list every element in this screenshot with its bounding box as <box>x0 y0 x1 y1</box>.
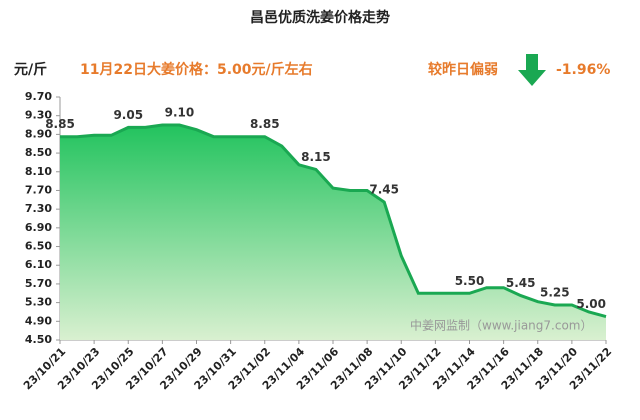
data-label: 9.10 <box>165 106 195 120</box>
y-tick-label: 4.50 <box>25 333 52 346</box>
watermark: 中姜网监制（www.jiang7.com） <box>410 318 592 333</box>
y-tick-label: 6.50 <box>25 240 52 253</box>
data-label: 7.45 <box>369 183 399 197</box>
data-label: 8.85 <box>45 117 75 131</box>
data-label: 9.05 <box>113 108 143 122</box>
y-tick-label: 9.70 <box>25 90 52 103</box>
line <box>60 123 607 319</box>
chart-title: 昌邑优质洗姜价格走势 <box>250 9 390 26</box>
data-label: 8.85 <box>250 117 280 131</box>
down-arrow <box>518 54 546 86</box>
y-tick-label: 6.90 <box>25 221 52 234</box>
y-tick-label: 4.90 <box>25 314 52 327</box>
y-tick-label: 7.70 <box>25 183 52 196</box>
y-tick-label: 6.10 <box>25 258 52 271</box>
y-tick-label: 8.50 <box>25 146 52 159</box>
y-tick-label: 5.70 <box>25 277 52 290</box>
data-label: 8.15 <box>301 150 331 164</box>
y-tick-label: 8.90 <box>25 127 52 140</box>
data-label: 5.45 <box>506 276 536 290</box>
subtitle: 11月22日大姜价格：5.00元/斤左右 <box>80 61 313 78</box>
y-tick-label: 9.30 <box>25 109 52 122</box>
change-value: -1.96% <box>556 62 610 78</box>
plot: 4.50 4.90 5.30 5.70 6.10 6.50 6.90 7.30 7.70 8.10… <box>21 90 614 392</box>
y-axis-label: 元/斤 <box>14 61 47 78</box>
y-tick-label: 5.30 <box>25 296 52 309</box>
data-label: 5.25 <box>540 285 570 299</box>
data-label: 5.50 <box>455 274 485 288</box>
change-text: 较昨日偏弱 <box>428 61 498 78</box>
y-tick-label: 8.10 <box>25 165 52 178</box>
area <box>60 125 606 340</box>
y-tick-label: 7.30 <box>25 202 52 215</box>
data-label: 5.00 <box>576 297 606 311</box>
